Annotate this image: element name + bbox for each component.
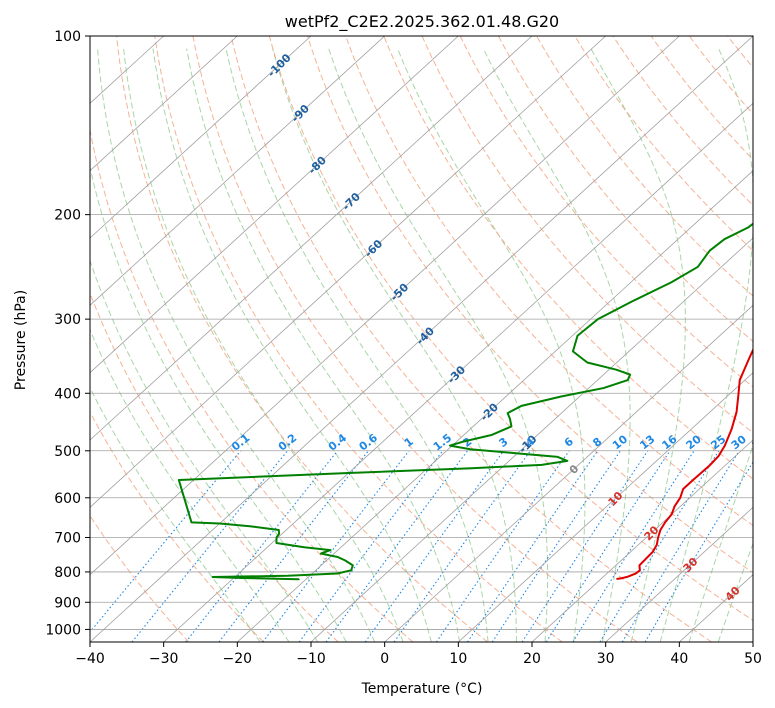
dry-adiabat-line: [574, 36, 753, 252]
mixing-ratio-line: [621, 450, 740, 642]
data-series: [177, 222, 753, 581]
dry-adiabat-line: [536, 36, 753, 297]
moist-adiabat-line: [688, 443, 753, 642]
moist-adiabat-line: [123, 48, 404, 642]
dry-adiabat-line: [383, 36, 753, 480]
y-axis-title: Pressure (hPa): [13, 290, 29, 390]
dry-adiabat-line: [154, 36, 563, 642]
plot-area: -100-90-80-70-60-50-40-30-20-10010203040…: [90, 36, 770, 642]
dry-adiabat-line: [90, 291, 339, 642]
y-tick-label: 500: [54, 444, 81, 460]
y-tick-label: 200: [54, 208, 81, 224]
y-tick-label: 600: [54, 491, 81, 507]
moist-adiabat-line: [90, 328, 290, 642]
isotherm-line: [90, 36, 533, 441]
pressure-gridlines: [90, 36, 753, 630]
isotherm-line: [458, 372, 753, 642]
dry-adiabat-line: [497, 36, 753, 343]
plot-frame: [89, 35, 754, 643]
x-tick-label: 30: [597, 651, 615, 667]
x-axis-title: Temperature (°C): [361, 681, 483, 697]
mixing-ratio-line: [572, 450, 695, 642]
dry-adiabat-line: [612, 36, 753, 206]
dry-adiabat-line: [192, 36, 638, 642]
x-tick-label: −30: [149, 651, 179, 667]
x-tick-label: −20: [223, 651, 253, 667]
mixing-ratio-line: [393, 450, 531, 642]
mixing-ratio-line: [131, 450, 289, 642]
isotherm-line: [90, 36, 680, 576]
isotherm-line: [90, 36, 312, 239]
chart-title: wetPf2_C2E2.2025.362.01.48.G20: [285, 12, 559, 32]
moist-adiabat-line: [482, 48, 631, 642]
isotherm-line: [310, 237, 753, 642]
isotherm-line: [90, 36, 238, 172]
isotherm-line: [163, 102, 753, 642]
x-tick-label: 50: [744, 651, 762, 667]
moist-adiabat-line: [397, 48, 586, 642]
temperature-line: [616, 347, 753, 580]
moist-adiabat-line: [90, 259, 319, 642]
moist-adiabat-line: [590, 48, 686, 642]
y-tick-label: 300: [54, 312, 81, 328]
moist-adiabat-line: [97, 48, 376, 642]
isotherm-line: [90, 36, 459, 374]
moist-adiabat-line: [152, 48, 432, 642]
y-tick-label: 1000: [45, 622, 81, 638]
mixing-ratio-line: [599, 450, 720, 642]
isotherm-line: [384, 304, 753, 642]
dry-adiabat-line: [230, 36, 712, 642]
mixing-ratio-lines: [90, 450, 753, 642]
x-tick-label: −40: [75, 651, 105, 667]
dry-adiabat-line: [268, 36, 753, 622]
isotherm-line: [90, 36, 753, 642]
isotherm-line: [531, 439, 753, 642]
mixing-ratio-label: 36: [750, 432, 770, 452]
y-axis-ticks: 100 200 300 400 500 600 700 800 900 1000: [45, 29, 90, 638]
mixing-ratio-line: [644, 461, 753, 642]
mixing-ratio-line: [262, 450, 410, 642]
dewpoint-line: [177, 222, 753, 581]
x-tick-label: 10: [449, 651, 467, 667]
mixing-ratio-line: [545, 450, 671, 642]
isotherm-line: [90, 36, 606, 508]
y-tick-label: 900: [54, 595, 81, 611]
x-axis-ticks: −40 −30 −20 −10 0 10 20 30 40 50: [75, 642, 762, 667]
isotherm-line: [90, 36, 385, 306]
isotherm-line: [237, 170, 753, 642]
x-tick-label: −10: [296, 651, 326, 667]
mixing-ratio-line: [90, 450, 242, 633]
y-tick-label: 700: [54, 531, 81, 547]
y-tick-label: 400: [54, 386, 81, 402]
x-tick-label: 40: [670, 651, 688, 667]
mixing-ratio-line: [364, 450, 505, 642]
isotherm-line: [605, 506, 753, 642]
dry-adiabat-line: [90, 127, 414, 642]
x-tick-label: 20: [523, 651, 541, 667]
mixing-ratio-line: [185, 450, 338, 642]
mixing-ratio-line: [467, 450, 599, 642]
y-tick-label: 100: [54, 29, 81, 45]
moist-adiabat-line: [328, 48, 549, 642]
dry-adiabat-line: [90, 411, 264, 642]
dry-adiabat-line: [650, 36, 753, 161]
moist-adiabat-line: [659, 48, 753, 642]
isotherms: [90, 36, 753, 642]
dry-adiabat-line: [116, 36, 488, 642]
moist-adiabat-line: [225, 48, 489, 642]
moist-adiabat-line: [272, 48, 517, 642]
y-tick-label: 800: [54, 565, 81, 581]
dry-adiabat-line: [90, 514, 190, 642]
x-tick-label: 0: [380, 651, 389, 667]
